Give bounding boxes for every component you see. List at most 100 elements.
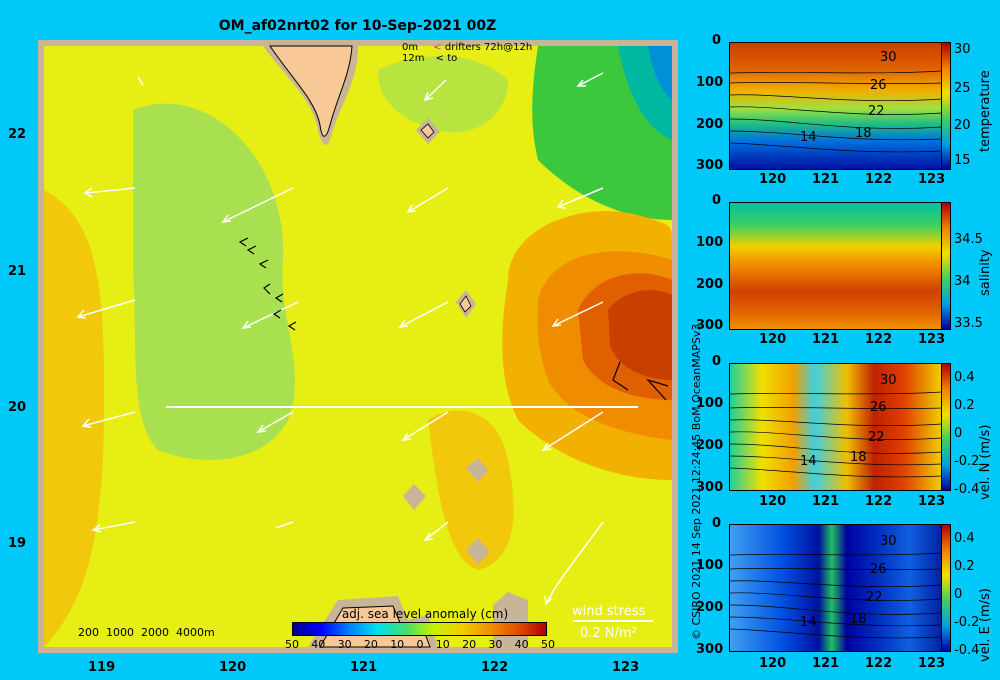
contour-label: 18 xyxy=(850,612,867,627)
colorbar-tick: 10 xyxy=(390,638,405,651)
legend-to-text: to xyxy=(447,53,458,64)
lon-tick: 121 xyxy=(812,172,840,187)
colorbar-tick: 30 xyxy=(337,638,352,651)
depth-tick: 0 xyxy=(712,516,722,531)
panel-ylabel: vel. E (m/s) xyxy=(978,588,993,662)
legend-drifters-text: drifters 72h@12h xyxy=(444,42,533,53)
colorbar-ticks: 50 40 30 20 10 0 10 20 30 40 50 xyxy=(285,638,555,651)
colorbar-tick: 0 xyxy=(416,638,424,651)
velocity-east-contours xyxy=(729,552,943,639)
cbar-tick: 25 xyxy=(954,81,971,96)
contour-label: 30 xyxy=(880,373,897,388)
lon-tick: 123 xyxy=(918,332,946,347)
drifter-arrow-icon: < xyxy=(435,53,445,64)
wind-scale-arrow-icon xyxy=(573,620,653,622)
colorbar-tick: 40 xyxy=(311,638,326,651)
depth-tick: 100 xyxy=(696,396,724,411)
lon-tick: 121 xyxy=(812,494,840,509)
lon-tick: 122 xyxy=(865,332,893,347)
temperature-section xyxy=(729,42,943,170)
cbar-tick: 15 xyxy=(954,153,971,168)
cbar-tick: -0.4 xyxy=(954,482,980,497)
depth-tick: 100 xyxy=(696,235,724,250)
legend-depth-0m: 0m xyxy=(402,42,419,53)
velocity-north-colorbar xyxy=(941,363,951,491)
velocity-north-section xyxy=(729,363,943,491)
depth-tick: 100 xyxy=(696,75,724,90)
lat-tick: 22 xyxy=(8,127,27,142)
lon-tick: 120 xyxy=(759,494,787,509)
lon-tick: 120 xyxy=(759,172,787,187)
drifter-legend: 0m < drifters 72h@12h 12m < to xyxy=(402,42,532,64)
colorbar xyxy=(292,622,547,636)
cbar-tick: 0.2 xyxy=(954,559,975,574)
lon-tick: 122 xyxy=(481,660,509,675)
temperature-contours xyxy=(729,70,943,153)
wind-scale-value: 0.2 N/m² xyxy=(580,626,637,641)
panel-ylabel: salinity xyxy=(978,249,993,296)
depth-tick: 300 xyxy=(696,480,724,495)
lon-tick: 122 xyxy=(865,656,893,671)
temperature-colorbar xyxy=(941,42,951,170)
contour-label: 14 xyxy=(800,615,817,630)
colorbar-tick: 30 xyxy=(488,638,503,651)
depth-tick: 300 xyxy=(696,318,724,333)
cbar-tick: -0.2 xyxy=(954,615,980,630)
lon-tick: 123 xyxy=(918,172,946,187)
lon-tick: 120 xyxy=(219,660,247,675)
colorbar-tick: 50 xyxy=(285,638,299,651)
contour-label: 26 xyxy=(870,400,887,415)
cbar-tick: 34.5 xyxy=(954,232,983,247)
colorbar-tick: 50 xyxy=(540,638,555,651)
colorbar-tick: 20 xyxy=(462,638,477,651)
depth-tick: 300 xyxy=(696,158,724,173)
lon-tick: 122 xyxy=(865,172,893,187)
depth-tick: 200 xyxy=(696,117,724,132)
credit-text: © CSIRO 2021 14 Sep 2021 12:24:45 BoM Oc… xyxy=(690,323,703,640)
colorbar-tick: 10 xyxy=(435,638,450,651)
cbar-tick: -0.4 xyxy=(954,643,980,658)
contour-label: 22 xyxy=(868,104,885,119)
lon-tick: 122 xyxy=(865,494,893,509)
lon-tick: 123 xyxy=(612,660,640,675)
contour-label: 14 xyxy=(800,454,817,469)
cbar-tick: 30 xyxy=(954,42,971,57)
colorbar-tick: 40 xyxy=(514,638,529,651)
cbar-tick: 0 xyxy=(954,426,963,441)
contour-label: 26 xyxy=(870,78,887,93)
depth-tick: 100 xyxy=(696,558,724,573)
legend-depth-12m: 12m xyxy=(402,53,425,64)
velocity-north-contours xyxy=(729,391,943,478)
contour-label: 26 xyxy=(870,562,887,577)
contour-label: 22 xyxy=(866,590,883,605)
cbar-tick: 34 xyxy=(954,274,971,289)
sea-level-map xyxy=(38,40,678,653)
velocity-east-colorbar xyxy=(941,524,951,652)
contour-label: 18 xyxy=(850,450,867,465)
panel-ylabel: temperature xyxy=(978,70,993,152)
depth-tick: 0 xyxy=(712,33,722,48)
depth-tick: 300 xyxy=(696,642,724,657)
contour-label: 30 xyxy=(880,534,897,549)
lon-tick: 121 xyxy=(812,656,840,671)
cbar-tick: 0.4 xyxy=(954,370,975,385)
velocity-east-section xyxy=(729,524,943,652)
depth-tick: 0 xyxy=(712,193,722,208)
lon-tick: 123 xyxy=(918,656,946,671)
salinity-colorbar xyxy=(941,202,951,330)
lon-tick: 120 xyxy=(759,332,787,347)
depth-tick: 200 xyxy=(696,600,724,615)
map-canvas xyxy=(44,45,672,648)
colorbar-label: adj. sea level anomaly (cm) xyxy=(341,607,509,621)
colorbar-tick: 20 xyxy=(363,638,378,651)
panel-ylabel: vel. N (m/s) xyxy=(978,424,993,500)
salinity-section xyxy=(729,202,943,330)
depth-tick: 200 xyxy=(696,277,724,292)
lat-tick: 21 xyxy=(8,264,27,279)
drifter-marker-icon: < xyxy=(433,42,442,53)
page-title: OM_af02nrt02 for 10-Sep-2021 00Z xyxy=(218,18,497,34)
lon-tick: 120 xyxy=(759,656,787,671)
depth-tick: 0 xyxy=(712,354,722,369)
lat-tick: 19 xyxy=(8,536,27,551)
lat-tick: 20 xyxy=(8,400,27,415)
